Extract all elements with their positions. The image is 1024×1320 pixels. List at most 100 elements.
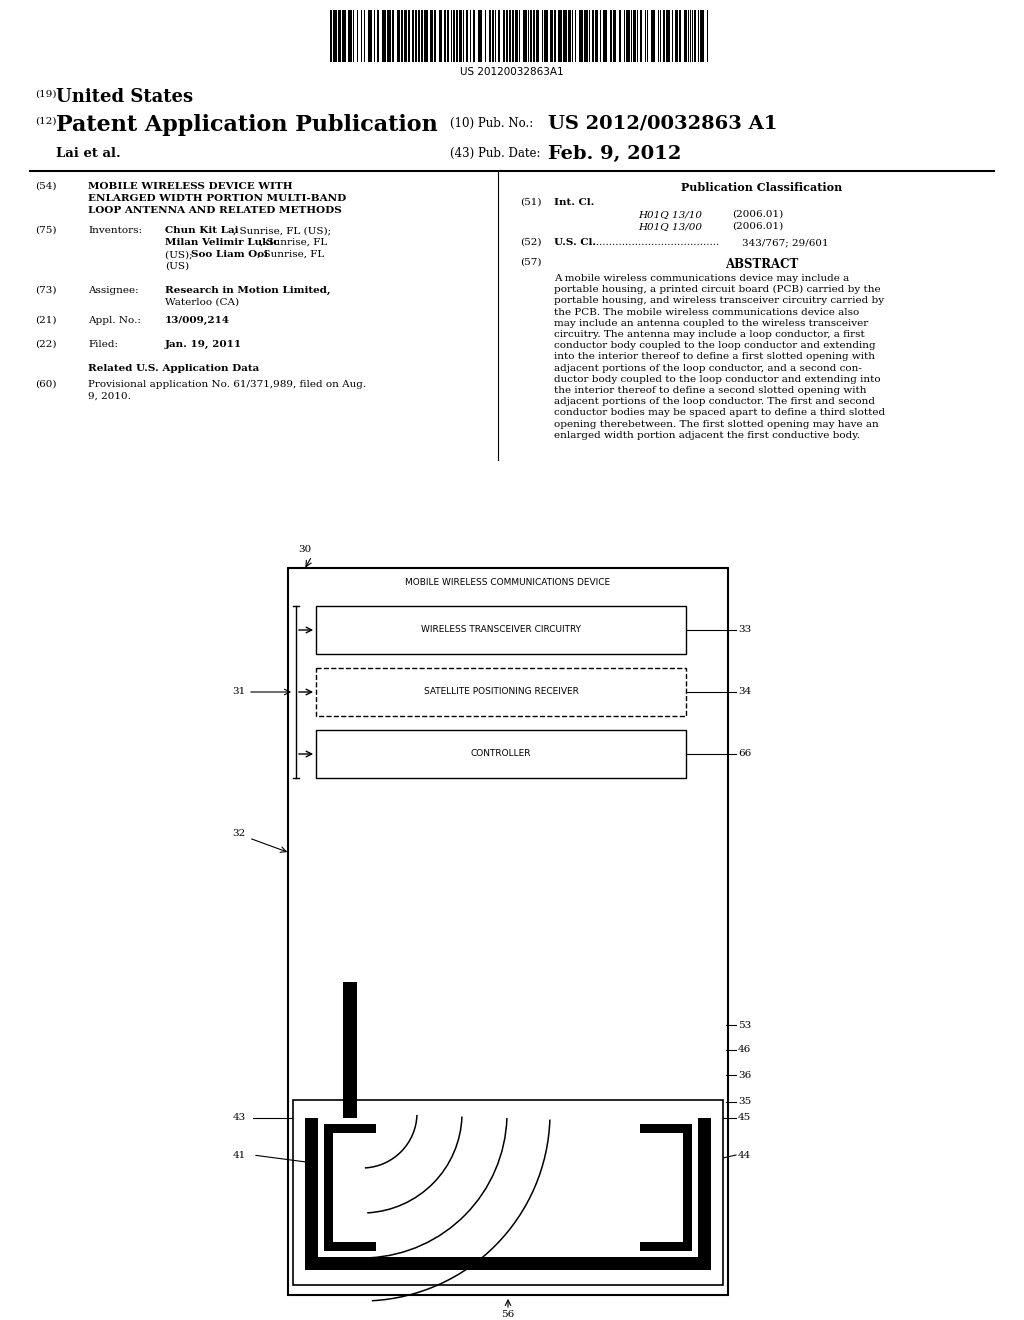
Bar [684, 11, 687, 62]
Text: (US);: (US); [165, 249, 196, 259]
Text: SATELLITE POSITIONING RECEIVER: SATELLITE POSITIONING RECEIVER [424, 688, 579, 697]
Text: (2006.01): (2006.01) [732, 222, 783, 231]
Bar [421, 11, 423, 62]
Bar [698, 1118, 711, 1270]
Bar [610, 11, 612, 62]
Text: LOOP ANTENNA AND RELATED METHODS: LOOP ANTENNA AND RELATED METHODS [88, 206, 342, 215]
Bar [563, 11, 567, 62]
Bar [633, 11, 636, 62]
Bar [530, 11, 532, 62]
Bar [675, 11, 678, 62]
Bar [640, 11, 642, 62]
Text: ENLARGED WIDTH PORTION MULTI-BAND: ENLARGED WIDTH PORTION MULTI-BAND [88, 194, 346, 203]
Text: (54): (54) [35, 182, 56, 191]
Bar [324, 1125, 376, 1133]
Bar [316, 668, 686, 715]
Text: , Sunrise, FL (US);: , Sunrise, FL (US); [233, 226, 331, 235]
Text: (19): (19) [35, 90, 56, 99]
Bar [473, 11, 475, 62]
Bar [343, 982, 357, 1133]
Bar [603, 11, 607, 62]
Text: 53: 53 [738, 1020, 752, 1030]
Text: into the interior thereof to define a first slotted opening with: into the interior thereof to define a fi… [554, 352, 874, 362]
Text: Feb. 9, 2012: Feb. 9, 2012 [548, 145, 681, 162]
Text: Assignee:: Assignee: [88, 286, 138, 294]
Bar [503, 11, 505, 62]
Bar [544, 11, 548, 62]
Bar [415, 11, 417, 62]
Text: adjacent portions of the loop conductor. The first and second: adjacent portions of the loop conductor.… [554, 397, 874, 407]
Text: A mobile wireless communications device may include a: A mobile wireless communications device … [554, 275, 849, 282]
Text: 41: 41 [233, 1151, 246, 1159]
Bar [318, 1118, 698, 1257]
Text: (52): (52) [520, 238, 542, 247]
Text: H01Q 13/10: H01Q 13/10 [638, 210, 702, 219]
Text: Chun Kit Lai: Chun Kit Lai [165, 226, 239, 235]
Bar [430, 11, 433, 62]
Bar [489, 11, 490, 62]
Text: 66: 66 [738, 750, 752, 759]
Bar [324, 1242, 376, 1251]
Text: 35: 35 [738, 1097, 752, 1106]
Text: Inventors:: Inventors: [88, 226, 142, 235]
Text: Research in Motion Limited,: Research in Motion Limited, [165, 286, 331, 294]
Bar [444, 11, 446, 62]
Text: Soo Liam Ooi: Soo Liam Ooi [191, 249, 268, 259]
Text: ........................................: ........................................ [586, 238, 719, 247]
Text: (US): (US) [165, 261, 189, 271]
Text: may include an antenna coupled to the wireless transceiver: may include an antenna coupled to the wi… [554, 319, 868, 327]
Bar [316, 606, 686, 653]
Bar [424, 11, 428, 62]
Bar [509, 11, 511, 62]
Bar [348, 11, 352, 62]
Bar [447, 11, 449, 62]
Text: portable housing, and wireless transceiver circuitry carried by: portable housing, and wireless transceiv… [554, 297, 884, 305]
Bar [288, 568, 728, 1295]
Bar [293, 1100, 723, 1284]
Bar [523, 11, 527, 62]
Text: (60): (60) [35, 380, 56, 389]
Text: (12): (12) [35, 117, 56, 125]
Bar [592, 11, 594, 62]
Bar [651, 11, 655, 62]
Bar [324, 1125, 333, 1251]
Text: opening therebetween. The first slotted opening may have an: opening therebetween. The first slotted … [554, 420, 879, 429]
Bar [377, 11, 379, 62]
Text: Milan Velimir Lukic: Milan Velimir Lukic [165, 238, 280, 247]
Bar [558, 11, 562, 62]
Text: WIRELESS TRANSCEIVER CIRCUITRY: WIRELESS TRANSCEIVER CIRCUITRY [421, 626, 581, 635]
Bar [305, 1257, 711, 1270]
Text: Filed:: Filed: [88, 341, 118, 348]
Bar [626, 11, 630, 62]
Text: ductor body coupled to the loop conductor and extending into: ductor body coupled to the loop conducto… [554, 375, 881, 384]
Text: Provisional application No. 61/371,989, filed on Aug.: Provisional application No. 61/371,989, … [88, 380, 367, 389]
Text: ABSTRACT: ABSTRACT [725, 257, 799, 271]
Text: Jan. 19, 2011: Jan. 19, 2011 [165, 341, 242, 348]
Bar [613, 11, 616, 62]
Text: 33: 33 [738, 626, 752, 635]
Bar [456, 11, 458, 62]
Bar [466, 11, 468, 62]
Text: Appl. No.:: Appl. No.: [88, 315, 141, 325]
Text: 30: 30 [298, 545, 311, 554]
Text: H01Q 13/00: H01Q 13/00 [638, 222, 702, 231]
Bar [316, 730, 686, 777]
Text: conductor bodies may be spaced apart to define a third slotted: conductor bodies may be spaced apart to … [554, 408, 885, 417]
Text: (2006.01): (2006.01) [732, 210, 783, 219]
Text: 9, 2010.: 9, 2010. [88, 392, 131, 401]
Bar [554, 11, 556, 62]
Bar [382, 11, 386, 62]
Bar [368, 11, 372, 62]
Bar [492, 11, 494, 62]
Text: (22): (22) [35, 341, 56, 348]
Bar [453, 11, 455, 62]
Text: Related U.S. Application Data: Related U.S. Application Data [88, 364, 259, 374]
Text: United States: United States [56, 88, 194, 106]
Bar [506, 11, 508, 62]
Bar [418, 11, 420, 62]
Text: 31: 31 [232, 688, 246, 697]
Text: Publication Classification: Publication Classification [681, 182, 843, 193]
Bar [579, 11, 583, 62]
Bar [387, 11, 391, 62]
Text: , Sunrise, FL: , Sunrise, FL [260, 238, 328, 247]
